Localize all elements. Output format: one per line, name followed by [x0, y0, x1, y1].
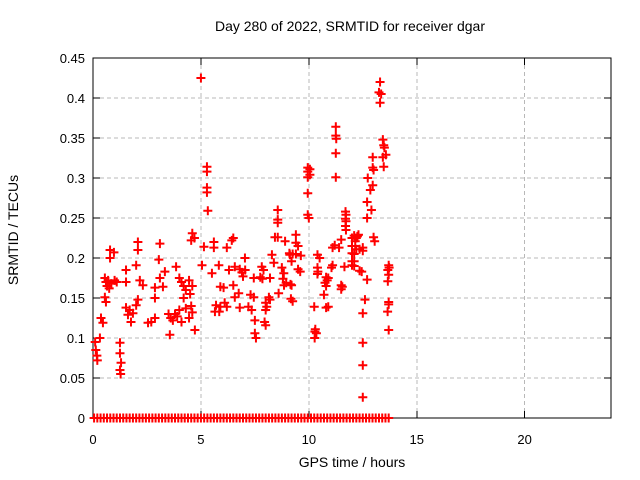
x-tick-label: 10	[302, 432, 316, 447]
zero-row-points	[89, 413, 394, 423]
chart-title: Day 280 of 2022, SRMTID for receiver dga…	[215, 18, 485, 34]
y-axis-label: SRMTID / TECUs	[5, 175, 21, 285]
y-tick-label: 0.2	[67, 251, 85, 266]
gridlines	[93, 58, 611, 418]
x-tick-label: 15	[410, 432, 424, 447]
x-axis-label: GPS time / hours	[299, 454, 406, 470]
y-tick-label: 0.35	[60, 131, 85, 146]
y-tick-label: 0	[78, 411, 85, 426]
y-tick-label: 0.05	[60, 371, 85, 386]
tick-labels: 0 5 10 15 20 0 0.05 0.1 0.15 0.2 0.25 0.3 0.35 0.4 0.4…	[60, 51, 532, 447]
x-tick-label: 20	[517, 432, 531, 447]
y-tick-label: 0.45	[60, 51, 85, 66]
x-tick-label: 0	[89, 432, 96, 447]
y-tick-label: 0.1	[67, 331, 85, 346]
plot-area: 0 5 10 15 20 0 0.05 0.1 0.15 0.2 0.25 0.3 0.35 0.4 0.4…	[60, 51, 612, 447]
y-tick-label: 0.25	[60, 211, 85, 226]
data-points-red-plus	[90, 73, 394, 402]
x-tick-label: 5	[197, 432, 204, 447]
y-tick-label: 0.15	[60, 291, 85, 306]
y-tick-label: 0.3	[67, 171, 85, 186]
y-tick-label: 0.4	[67, 91, 85, 106]
